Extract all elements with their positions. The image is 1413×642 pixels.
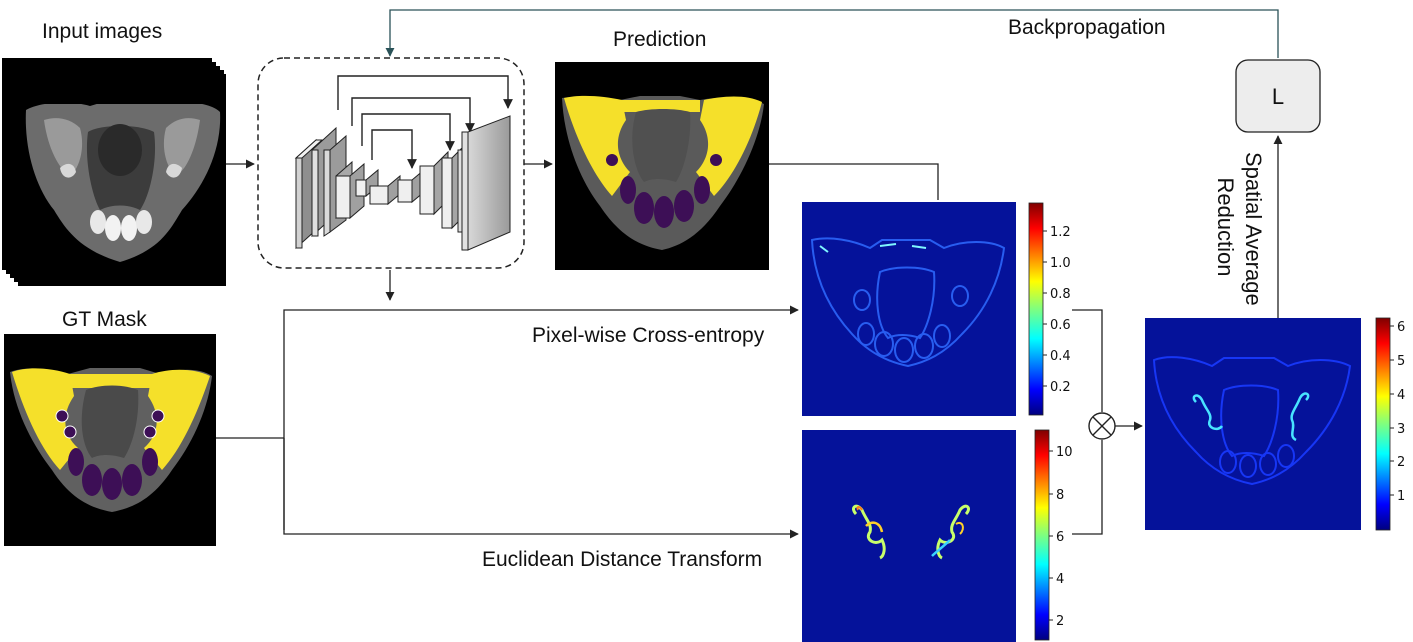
ce-tick: 0.4	[1050, 349, 1071, 364]
distance-transform-label: Euclidean Distance Transform	[482, 548, 763, 571]
ce-tick: 0.8	[1050, 287, 1071, 302]
gt-mask-label: GT Mask	[62, 308, 147, 331]
loss-node: L	[1235, 59, 1321, 133]
ce-tick: 1.2	[1050, 225, 1071, 240]
unet-model	[257, 57, 525, 269]
dt-tick: 2	[1056, 614, 1064, 629]
distance-colorbar: 2 4 6 8 10	[1034, 429, 1073, 641]
wl-tick: 6	[1397, 320, 1405, 335]
wl-tick: 1	[1397, 489, 1405, 504]
ce-tick: 1.0	[1050, 256, 1071, 271]
loss-label: L	[1272, 84, 1284, 109]
prediction-image	[555, 62, 769, 270]
weighted-loss-map	[1145, 318, 1361, 530]
input-ct-slice	[18, 74, 226, 286]
spatial-average-label: Spatial Average	[1241, 152, 1266, 306]
cross-entropy-colorbar: 0.2 0.4 0.6 0.8 1.0 1.2	[1028, 202, 1071, 416]
reduction-label: Reduction	[1213, 177, 1238, 277]
cross-entropy-map	[802, 202, 1016, 416]
multiply-operator-icon	[1088, 412, 1116, 440]
dt-tick: 10	[1056, 445, 1073, 460]
prediction-label: Prediction	[613, 28, 707, 51]
connectors	[216, 9, 1283, 539]
dt-tick: 4	[1056, 572, 1064, 587]
gt-mask-image	[4, 334, 216, 546]
wl-tick: 4	[1397, 388, 1405, 403]
ce-tick: 0.6	[1050, 318, 1071, 333]
distance-transform-map	[802, 430, 1016, 642]
ce-tick: 0.2	[1050, 380, 1071, 395]
cross-entropy-label: Pixel-wise Cross-entropy	[532, 324, 765, 347]
input-image-stack	[2, 58, 226, 286]
backpropagation-label: Backpropagation	[1008, 16, 1166, 39]
dt-tick: 8	[1056, 488, 1064, 503]
wl-tick: 2	[1397, 455, 1405, 470]
wl-tick: 5	[1397, 354, 1405, 369]
dt-tick: 6	[1056, 530, 1064, 545]
wl-tick: 3	[1397, 422, 1405, 437]
weighted-loss-colorbar: 1 2 3 4 5 6	[1375, 317, 1405, 531]
input-images-label: Input images	[42, 20, 163, 43]
